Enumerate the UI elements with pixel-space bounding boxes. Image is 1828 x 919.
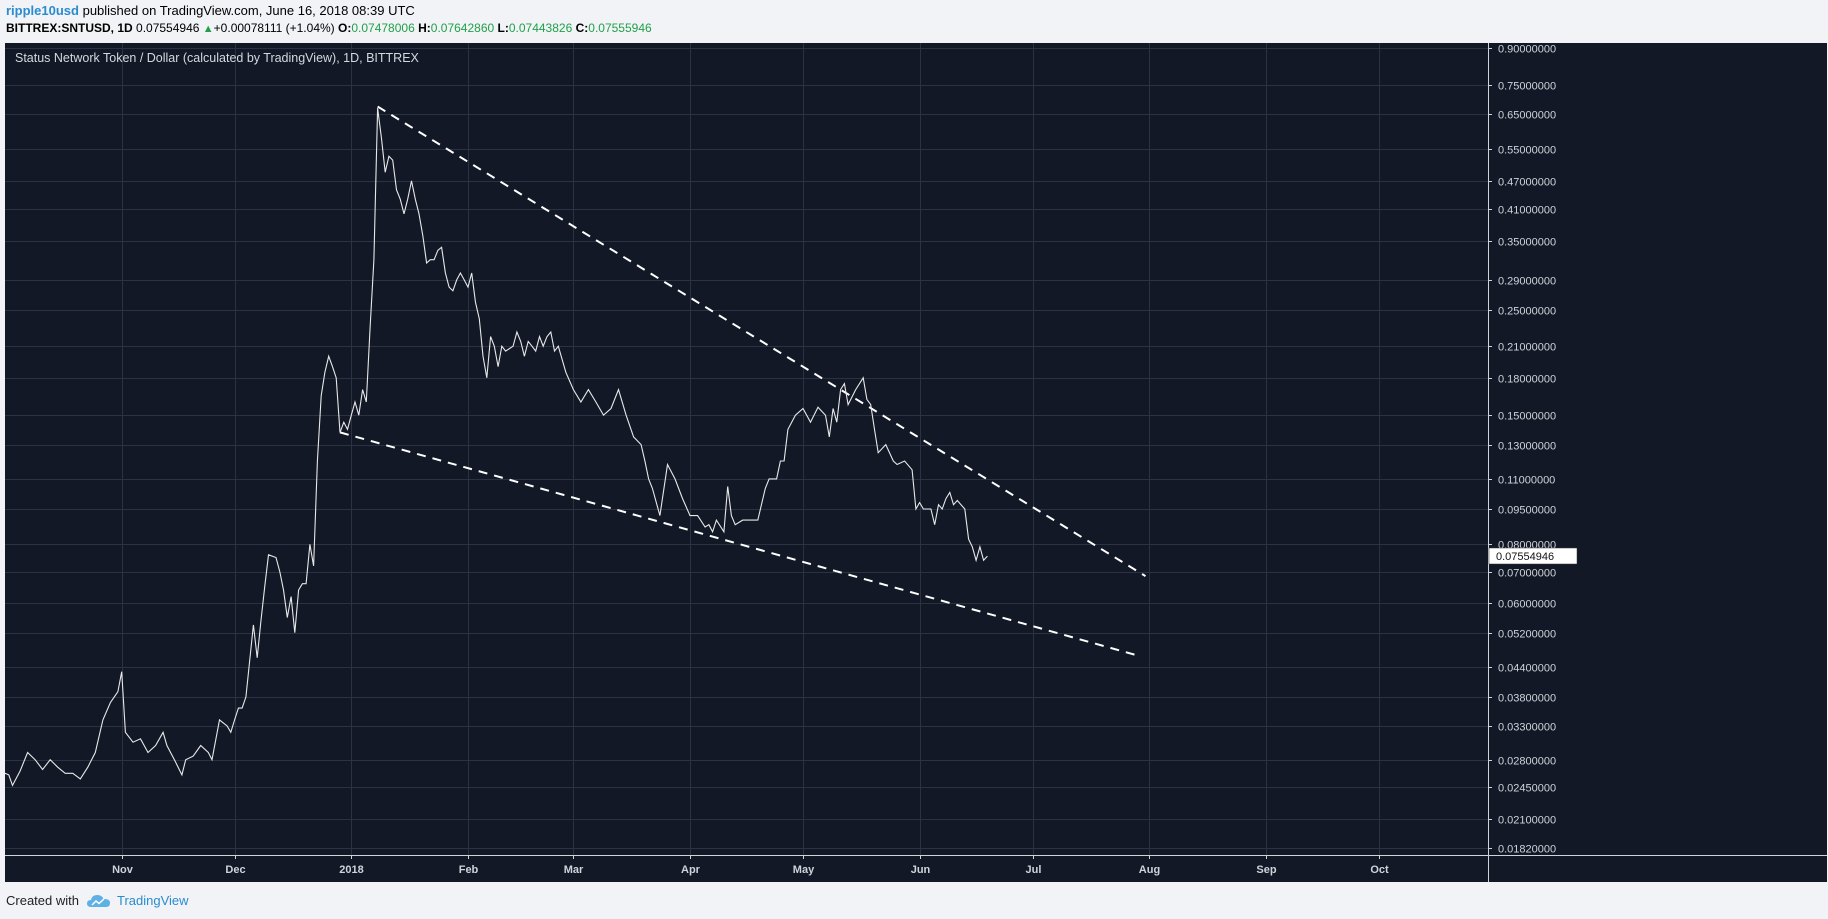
y-tick-label: 0.25000000 bbox=[1498, 306, 1556, 318]
y-tick-label: 0.04400000 bbox=[1498, 663, 1556, 675]
x-tick-label: Jun bbox=[911, 864, 931, 876]
y-tick-label: 0.02100000 bbox=[1498, 815, 1556, 827]
symbol-label: BITTREX:SNTUSD, 1D bbox=[6, 21, 133, 35]
open-value: 0.07478006 bbox=[351, 21, 415, 35]
y-tick-label: 0.06000000 bbox=[1498, 599, 1556, 611]
x-tick-label: Jul bbox=[1026, 864, 1042, 876]
publish-info: ripple10usd published on TradingView.com… bbox=[6, 3, 415, 18]
y-tick-label: 0.65000000 bbox=[1498, 110, 1556, 122]
y-tick-label: 0.29000000 bbox=[1498, 276, 1556, 288]
y-tick-label: 0.03300000 bbox=[1498, 722, 1556, 734]
y-tick-label: 0.90000000 bbox=[1498, 44, 1556, 56]
trendlines bbox=[339, 105, 1147, 657]
high-value: 0.07642860 bbox=[430, 21, 495, 35]
grid bbox=[5, 43, 1488, 855]
last-price-tag: 0.07554946 bbox=[1488, 547, 1578, 565]
y-tick-label: 0.01820000 bbox=[1498, 844, 1556, 856]
published-text: published on TradingView.com, June 16, 2… bbox=[82, 3, 415, 18]
up-arrow-icon: ▲ bbox=[202, 23, 214, 35]
y-tick-label: 0.35000000 bbox=[1498, 237, 1556, 249]
y-tick-label: 0.07000000 bbox=[1498, 568, 1556, 580]
close-value: 0.07555946 bbox=[588, 21, 652, 35]
price-change: +0.00078111 (+1.04%) bbox=[213, 21, 335, 35]
y-tick-label: 0.75000000 bbox=[1498, 81, 1556, 93]
y-tick-label: 0.02450000 bbox=[1498, 783, 1556, 795]
x-tick-label: Aug bbox=[1139, 864, 1160, 876]
y-tick-label: 0.47000000 bbox=[1498, 177, 1556, 189]
y-tick-label: 0.41000000 bbox=[1498, 205, 1556, 217]
lower-trendline bbox=[339, 431, 1139, 657]
last-price: 0.07554946 bbox=[136, 21, 200, 35]
chart-title: Status Network Token / Dollar (calculate… bbox=[15, 51, 419, 65]
y-tick-label: 0.13000000 bbox=[1498, 441, 1556, 453]
y-tick-label: 0.03800000 bbox=[1498, 693, 1556, 705]
y-tick-label: 0.55000000 bbox=[1498, 145, 1556, 157]
close-label: C: bbox=[575, 21, 589, 35]
y-tick-label: 0.21000000 bbox=[1498, 342, 1556, 354]
upper-trendline bbox=[377, 105, 1147, 577]
footer: Created with TradingView bbox=[6, 893, 189, 908]
y-tick-label: 0.05200000 bbox=[1498, 629, 1556, 641]
y-tick-label: 0.09500000 bbox=[1498, 505, 1556, 517]
y-tick-label: 0.18000000 bbox=[1498, 374, 1556, 386]
author-link[interactable]: ripple10usd bbox=[6, 3, 79, 18]
x-tick-label: Sep bbox=[1256, 864, 1276, 876]
created-with-text: Created with bbox=[6, 893, 79, 908]
x-tick-label: Oct bbox=[1370, 864, 1389, 876]
chart-panel[interactable]: 0.90000000 0.75000000 0.65000000 0.55000000… bbox=[5, 43, 1827, 882]
low-value: 0.07443826 bbox=[508, 21, 573, 35]
price-axis[interactable]: 0.90000000 0.75000000 0.65000000 0.55000000… bbox=[1488, 43, 1556, 882]
tradingview-cloud-icon[interactable] bbox=[86, 894, 111, 908]
symbol-info: BITTREX:SNTUSD, 1D 0.07554946 ▲+0.000781… bbox=[6, 21, 652, 35]
x-tick-label: Feb bbox=[459, 864, 479, 876]
x-tick-label: Mar bbox=[564, 864, 584, 876]
last-price-tag-label: 0.07554946 bbox=[1496, 551, 1554, 563]
y-tick-label: 0.11000000 bbox=[1498, 475, 1555, 487]
last-price-tag-box bbox=[1488, 547, 1578, 565]
x-tick-label: May bbox=[793, 864, 815, 876]
open-label: O: bbox=[338, 21, 352, 35]
y-tick-label: 0.15000000 bbox=[1498, 411, 1556, 423]
low-label: L: bbox=[497, 21, 509, 35]
x-tick-label: 2018 bbox=[339, 864, 363, 876]
time-axis[interactable]: Nov Dec 2018 Feb Mar Apr May Jun Jul Aug Sep Oct bbox=[5, 855, 1827, 876]
x-tick-label: Nov bbox=[112, 864, 134, 876]
high-label: H: bbox=[418, 21, 431, 35]
x-tick-label: Dec bbox=[225, 864, 245, 876]
tradingview-link[interactable]: TradingView bbox=[116, 893, 189, 908]
x-tick-label: Apr bbox=[681, 864, 701, 876]
y-tick-label: 0.02800000 bbox=[1498, 756, 1556, 768]
price-line bbox=[5, 108, 988, 787]
price-chart[interactable]: 0.90000000 0.75000000 0.65000000 0.55000000… bbox=[5, 43, 1827, 882]
